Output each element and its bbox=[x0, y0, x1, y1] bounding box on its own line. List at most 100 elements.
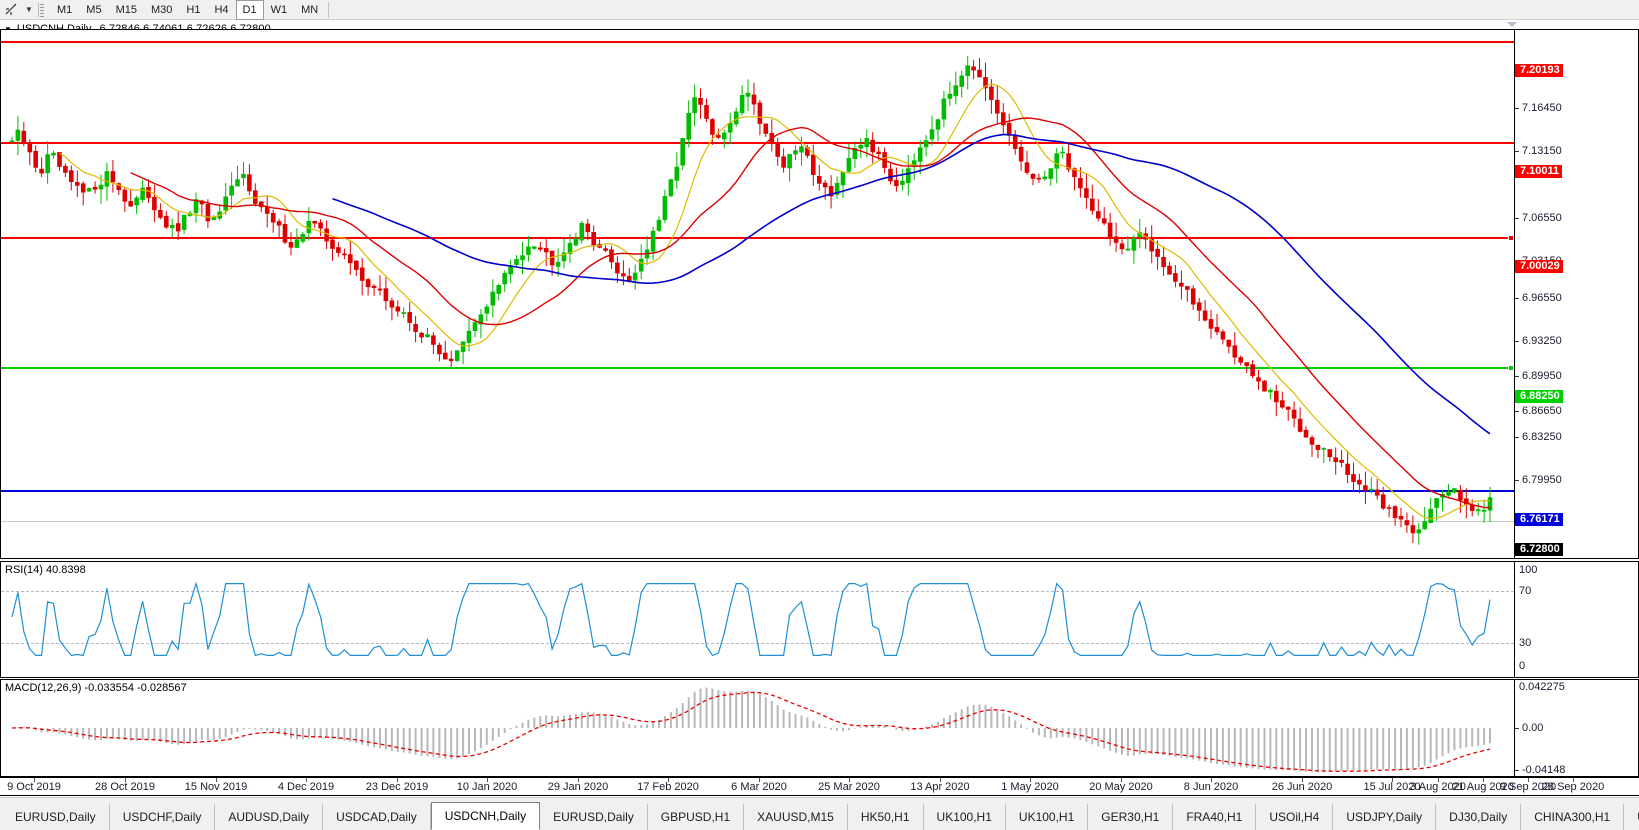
rsi-axis: 100 70 30 0 bbox=[1514, 562, 1638, 677]
tick-dash bbox=[1515, 436, 1519, 438]
chevron-down-icon[interactable]: ▼ bbox=[25, 5, 33, 14]
price-tick-label: 7.06550 bbox=[1522, 212, 1562, 224]
resistance-line-700029[interactable] bbox=[1, 235, 1514, 241]
price-tick-label: 6.93250 bbox=[1522, 335, 1562, 347]
timeframe-mn[interactable]: MN bbox=[301, 3, 319, 16]
date-tick bbox=[1121, 778, 1122, 782]
macd-tick-label: -0.04148 bbox=[1522, 764, 1566, 776]
chart-tab-usoil-h[interactable]: USOil,H bbox=[1624, 804, 1639, 830]
line-handle[interactable] bbox=[1508, 235, 1514, 241]
tick-dash bbox=[1515, 727, 1519, 729]
chart-tab-usdchf-daily[interactable]: USDCHF,Daily bbox=[110, 804, 216, 830]
date-label: 21 Aug 2020 bbox=[1452, 781, 1514, 793]
chart-tab-usdcnh-daily[interactable]: USDCNH,Daily bbox=[430, 802, 541, 830]
chart-tab-bar[interactable]: EURUSD,Daily USDCHF,Daily AUDUSD,Daily USDC… bbox=[0, 797, 1639, 830]
price-plot-area[interactable] bbox=[1, 30, 1514, 558]
rsi-tick-30: 30 bbox=[1515, 637, 1531, 649]
timeframe-d1[interactable]: D1 bbox=[235, 0, 264, 20]
chart-tab-fra40-h1[interactable]: FRA40,H1 bbox=[1173, 804, 1257, 830]
chart-tab-eurusd-daily[interactable]: EURUSD,Daily bbox=[540, 804, 648, 830]
timeframe-group: M1 M5 M15 M30 H1 H4 D1 W1 MN bbox=[50, 0, 325, 20]
rsi-tick-label: 30 bbox=[1519, 637, 1532, 649]
date-label: 25 Mar 2020 bbox=[818, 781, 880, 793]
price-tick-689950: 6.89950 bbox=[1515, 370, 1562, 382]
resistance-line-710011[interactable] bbox=[1, 142, 1514, 144]
support-line-676171[interactable] bbox=[1, 490, 1514, 492]
chart-tab-ger30-h1[interactable]: GER30,H1 bbox=[1088, 804, 1174, 830]
macd-histogram-overlay bbox=[11, 687, 1491, 773]
date-axis[interactable]: 9 Oct 2019 28 Oct 2019 15 Nov 2019 4 Dec 20… bbox=[0, 777, 1639, 796]
date-label: 17 Feb 2020 bbox=[637, 781, 699, 793]
rsi-tick-label: 100 bbox=[1519, 564, 1538, 576]
rsi-tick-70: 70 bbox=[1515, 585, 1531, 597]
date-label: 15 Jul 2020 bbox=[1363, 781, 1421, 793]
chart-tab-uk100-h1[interactable]: UK100,H1 bbox=[1006, 804, 1089, 830]
date-tick bbox=[34, 778, 35, 782]
price-tick-676171[interactable]: 6.76171 bbox=[1515, 512, 1563, 526]
chart-tab-usoil-h4[interactable]: USOil,H4 bbox=[1256, 804, 1334, 830]
toolbar-drag-handle[interactable] bbox=[38, 2, 46, 17]
date-label: 10 Jan 2020 bbox=[456, 781, 518, 793]
date-tick bbox=[1528, 778, 1529, 782]
chart-tab-hk50-h1[interactable]: HK50,H1 bbox=[848, 804, 924, 830]
timeframe-m30[interactable]: M30 bbox=[150, 3, 173, 16]
chart-tab-china300-h1[interactable]: CHINA300,H1 bbox=[1521, 804, 1625, 830]
macd-tick-label: 0.00 bbox=[1522, 722, 1544, 734]
rsi-tick-100: 100 bbox=[1515, 564, 1537, 576]
price-tick-label: 7.13150 bbox=[1522, 145, 1562, 157]
timeframe-h4[interactable]: H4 bbox=[214, 3, 229, 16]
macd-plot-area[interactable] bbox=[1, 680, 1514, 776]
tick-dash bbox=[1515, 375, 1519, 377]
timeframe-w1[interactable]: W1 bbox=[270, 3, 288, 16]
price-tick-label: 6.76171 bbox=[1515, 512, 1563, 526]
rsi-indicator-panel[interactable]: RSI(14) 40.8398 100 70 30 0 bbox=[0, 561, 1639, 678]
price-tick-label: 6.89950 bbox=[1522, 370, 1562, 382]
timeframe-h1[interactable]: H1 bbox=[186, 3, 201, 16]
chart-tab-usdcad-daily[interactable]: USDCAD,Daily bbox=[323, 804, 431, 830]
price-chart-panel[interactable]: 7.201937.164507.131507.100117.065507.031… bbox=[0, 29, 1639, 592]
date-tick bbox=[487, 778, 488, 782]
price-tick-label: 7.20193 bbox=[1515, 63, 1563, 77]
date-label: 6 Mar 2020 bbox=[731, 781, 787, 793]
date-tick bbox=[125, 778, 126, 782]
price-tick-710011[interactable]: 7.10011 bbox=[1515, 164, 1563, 178]
date-label: 23 Dec 2019 bbox=[365, 781, 429, 793]
chart-tab-xauusd-m15[interactable]: XAUUSD,M15 bbox=[744, 804, 848, 830]
macd-indicator-panel[interactable]: MACD(12,26,9) -0.033554 -0.028567 0.0422… bbox=[0, 679, 1639, 777]
top-toolbar: ▼ M1 M5 M15 M30 H1 H4 D1 W1 MN bbox=[0, 0, 1639, 20]
price-tick-706550: 7.06550 bbox=[1515, 212, 1562, 224]
price-tick-688250[interactable]: 6.88250 bbox=[1515, 389, 1563, 403]
price-tick-672800[interactable]: 6.72800 bbox=[1515, 542, 1563, 556]
date-label: 26 Jun 2020 bbox=[1271, 781, 1333, 793]
chart-tab-gbpusd-h1[interactable]: GBPUSD,H1 bbox=[648, 804, 745, 830]
rsi-level-70-line bbox=[1, 591, 1514, 592]
date-label: 4 Dec 2019 bbox=[277, 781, 335, 793]
timeframe-m1[interactable]: M1 bbox=[57, 3, 73, 16]
date-tick bbox=[578, 778, 579, 782]
tick-dash bbox=[1515, 297, 1519, 299]
price-tick-683250: 6.83250 bbox=[1515, 431, 1562, 443]
resistance-line-720193[interactable] bbox=[1, 41, 1514, 43]
chart-tab-usdjpy-daily[interactable]: USDJPY,Daily bbox=[1333, 804, 1437, 830]
line-handle[interactable] bbox=[1508, 365, 1514, 371]
chart-tab-audusd-daily[interactable]: AUDUSD,Daily bbox=[215, 804, 324, 830]
tick-dash bbox=[1515, 410, 1519, 412]
support-line-688250[interactable] bbox=[1, 365, 1514, 371]
timeframe-m15[interactable]: M15 bbox=[115, 3, 137, 16]
timeframe-m5[interactable]: M5 bbox=[86, 3, 102, 16]
macd-tick-2: -0.04148 bbox=[1515, 764, 1565, 776]
price-tick-label: 7.10011 bbox=[1515, 164, 1563, 178]
chart-tab-uk100-h1[interactable]: UK100,H1 bbox=[924, 804, 1006, 830]
scroll-position-marker[interactable] bbox=[1507, 22, 1517, 27]
price-axis[interactable]: 7.201937.164507.131507.100117.065507.031… bbox=[1514, 30, 1638, 592]
macd-axis: 0.042275 0.00 -0.04148 bbox=[1514, 680, 1638, 776]
crosshair-cursor-icon[interactable] bbox=[0, 1, 22, 19]
rsi-plot-area[interactable] bbox=[1, 562, 1514, 677]
price-tick-696550: 6.96550 bbox=[1515, 292, 1562, 304]
price-tick-720193[interactable]: 7.20193 bbox=[1515, 63, 1563, 77]
price-tick-700029[interactable]: 7.00029 bbox=[1515, 259, 1563, 273]
date-label: 9 Sep 2020 bbox=[1499, 781, 1557, 793]
chart-tab-eurusd-daily[interactable]: EURUSD,Daily bbox=[2, 804, 110, 830]
date-tick bbox=[759, 778, 760, 782]
chart-tab-dj30-daily[interactable]: DJ30,Daily bbox=[1436, 804, 1522, 830]
